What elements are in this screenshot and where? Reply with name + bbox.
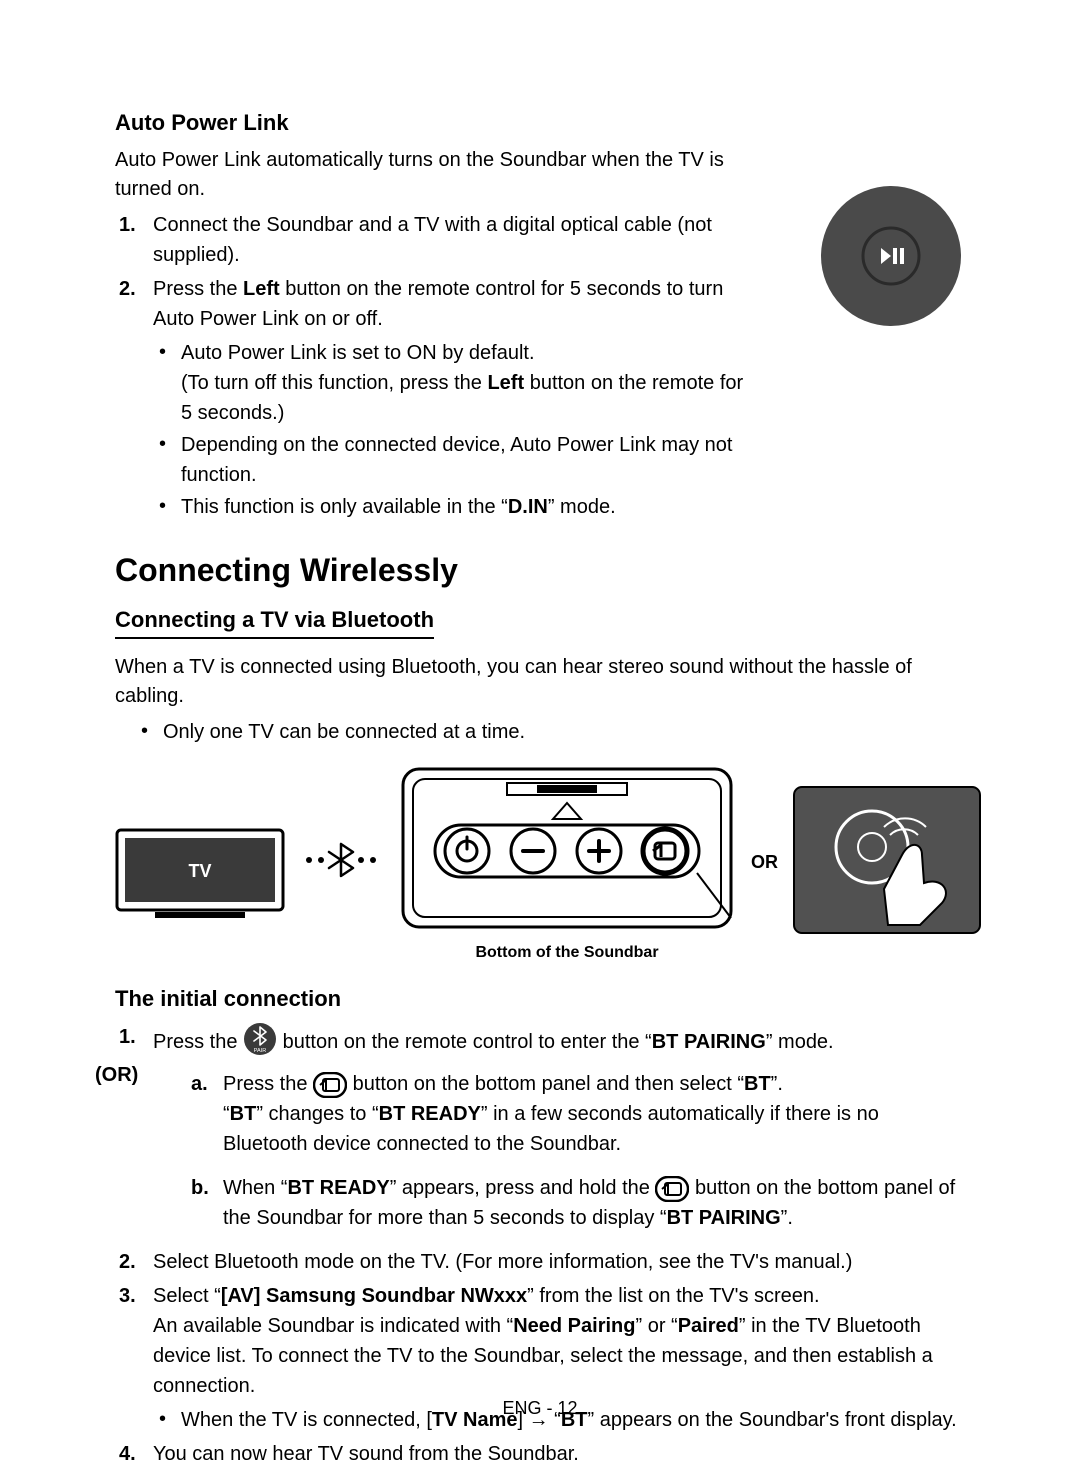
soundbar-bottom-figure: Bottom of the Soundbar — [397, 763, 737, 962]
init-step-1a: a. Press the button on the bottom panel … — [191, 1069, 965, 1159]
wireless-bullet: Only one TV can be connected at a time. — [135, 717, 965, 747]
wireless-intro: When a TV is connected using Bluetooth, … — [115, 653, 965, 711]
heading-initial-connection: The initial connection — [115, 986, 965, 1012]
bt-connect-diagram: TV — [115, 763, 965, 962]
init-step-4: 4. You can now hear TV sound from the So… — [115, 1439, 965, 1469]
init-or-label: (OR) — [95, 1060, 138, 1090]
soundbar-caption: Bottom of the Soundbar — [397, 944, 737, 962]
init-step-3-text: Select “[AV] Samsung Soundbar NWxxx” fro… — [153, 1285, 933, 1397]
apl-bullet-2: Depending on the connected device, Auto … — [153, 430, 755, 490]
init-step-2: 2. Select Bluetooth mode on the TV. (For… — [115, 1247, 965, 1277]
section-auto-power-link: Auto Power Link Auto Power Link automati… — [115, 110, 755, 522]
apl-step-2-text: Press the Left button on the remote cont… — [153, 278, 723, 330]
pair-button-icon: PAIR — [243, 1022, 277, 1056]
apl-step-2: 2. Press the Left button on the remote c… — [115, 274, 755, 522]
init-step-2-text: Select Bluetooth mode on the TV. (For mo… — [153, 1251, 852, 1273]
apl-step-1-text: Connect the Soundbar and a TV with a dig… — [153, 214, 712, 266]
remote-hand-figure — [792, 785, 982, 940]
bluetooth-icon — [299, 840, 383, 885]
heading-auto-power-link: Auto Power Link — [115, 110, 755, 136]
heading-connecting-wirelessly: Connecting Wirelessly — [115, 552, 965, 589]
source-button-icon — [313, 1072, 347, 1098]
apl-bullet-1: Auto Power Link is set to ON by default.… — [153, 338, 755, 428]
subheading-bt-tv: Connecting a TV via Bluetooth — [115, 607, 434, 639]
page-footer: ENG - 12 — [0, 1398, 1080, 1419]
apl-step-1: 1. Connect the Soundbar and a TV with a … — [115, 210, 755, 270]
apl-bullet-3: This function is only available in the “… — [153, 492, 755, 522]
init-step-4-text: You can now hear TV sound from the Sound… — [153, 1443, 579, 1465]
tv-figure: TV — [115, 800, 285, 925]
svg-text:TV: TV — [188, 861, 211, 881]
diagram-or: OR — [751, 852, 778, 873]
apl-intro: Auto Power Link automatically turns on t… — [115, 146, 755, 204]
manual-page: Auto Power Link Auto Power Link automati… — [0, 0, 1080, 1479]
source-button-icon — [655, 1176, 689, 1202]
svg-text:PAIR: PAIR — [254, 1048, 266, 1054]
init-step-1-text: Press the PAIR button on the remote cont… — [153, 1031, 834, 1053]
init-step-1b: b. When “BT READY” appears, press and ho… — [191, 1173, 965, 1233]
init-step-1: 1. Press the PAIR button on the remote c… — [115, 1022, 965, 1233]
remote-puck-figure — [817, 182, 965, 330]
